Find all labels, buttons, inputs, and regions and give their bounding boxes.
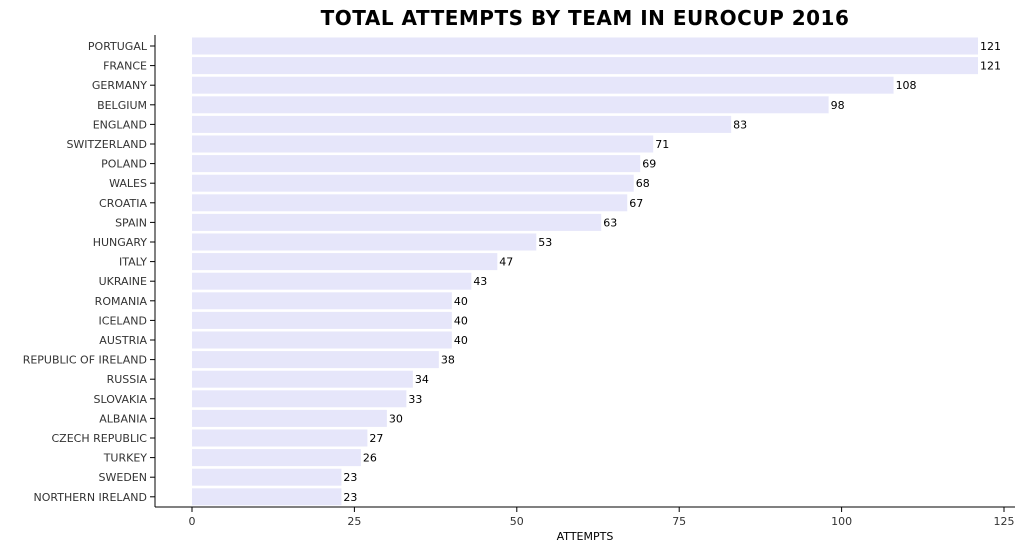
y-tick-label-wales: Wales [109,177,147,190]
bar-croatia [192,194,628,212]
bar-wales [192,174,634,192]
y-tick-label-france: France [103,60,147,73]
value-label-turkey: 26 [363,452,377,465]
y-tick-label-portugal: Portugal [88,40,148,53]
y-tick-label-turkey: Turkey [103,452,148,465]
value-label-poland: 69 [642,158,656,171]
bar-northern-ireland [192,488,342,506]
value-label-slovakia: 33 [408,393,422,406]
bar-hungary [192,233,537,251]
bar-france [192,57,979,75]
y-tick-label-italy: Italy [119,256,147,269]
bar-romania [192,292,452,310]
bar-england [192,115,732,133]
y-tick-label-belgium: Belgium [97,99,147,112]
y-tick-label-republic-of-ireland: Republic of Ireland [23,354,147,367]
y-tick-label-england: England [93,118,147,131]
value-label-sweden: 23 [343,471,357,484]
y-tick-label-northern-ireland: Northern Ireland [34,491,147,504]
value-label-russia: 34 [415,373,429,386]
y-tick-label-spain: Spain [115,216,147,229]
value-label-albania: 30 [389,412,403,425]
value-label-spain: 63 [603,216,617,229]
y-tick-label-iceland: Iceland [99,314,147,327]
y-tick-label-slovakia: Slovakia [93,393,147,406]
value-label-czech-republic: 27 [369,432,383,445]
x-axis: 0 25 50 75 100 125 [155,506,1015,528]
x-tick-label-0: 0 [189,515,196,528]
chart-title: TOTAL ATTEMPTS BY TEAM IN EUROCUP 2016 [321,6,850,30]
value-label-hungary: 53 [538,236,552,249]
y-tick-label-russia: Russia [107,373,148,386]
bar-ukraine [192,272,472,290]
bar-republic-of-ireland [192,351,439,369]
bars-group [192,37,979,506]
bar-czech-republic [192,429,368,447]
value-label-republic-of-ireland: 38 [441,354,455,367]
y-tick-label-czech-republic: Czech Republic [52,432,148,445]
value-label-belgium: 98 [831,99,845,112]
value-label-iceland: 40 [454,314,468,327]
y-axis: Portugal France Germany Belgium England Switz… [23,35,156,507]
y-tick-label-albania: Albania [99,412,147,425]
bar-poland [192,155,641,173]
bar-austria [192,331,452,349]
x-tick-label-125: 125 [994,515,1015,528]
bar-russia [192,370,413,388]
y-tick-label-switzerland: Switzerland [66,138,147,151]
bar-iceland [192,311,452,329]
bar-spain [192,213,602,231]
value-label-switzerland: 71 [655,138,669,151]
bar-italy [192,253,498,271]
value-label-ukraine: 43 [473,275,487,288]
bar-germany [192,76,894,94]
bar-albania [192,409,387,427]
bar-belgium [192,96,829,114]
y-tick-label-poland: Poland [101,158,147,171]
x-tick-label-25: 25 [347,515,361,528]
x-tick-label-50: 50 [510,515,524,528]
x-tick-label-75: 75 [672,515,686,528]
bar-slovakia [192,390,407,408]
value-label-germany: 108 [896,79,917,92]
y-tick-label-sweden: Sweden [99,471,147,484]
value-label-northern-ireland: 23 [343,491,357,504]
y-tick-label-romania: Romania [95,295,148,308]
x-tick-label-100: 100 [831,515,852,528]
value-label-austria: 40 [454,334,468,347]
y-tick-label-ukraine: Ukraine [99,275,147,288]
value-label-croatia: 67 [629,197,643,210]
x-axis-label: ATTEMPTS [557,530,614,543]
value-label-portugal: 121 [980,40,1001,53]
value-labels-group: 121 121 108 98 83 71 69 68 67 63 53 47 43 40 40 40 38 34 3… [343,40,1001,504]
bar-turkey [192,449,361,467]
value-label-england: 83 [733,118,747,131]
y-tick-label-austria: Austria [99,334,147,347]
value-label-wales: 68 [636,177,650,190]
value-label-italy: 47 [499,256,513,269]
bar-switzerland [192,135,654,153]
y-tick-label-hungary: Hungary [93,236,148,249]
value-label-romania: 40 [454,295,468,308]
y-tick-label-croatia: Croatia [99,197,147,210]
bar-sweden [192,468,342,486]
bar-portugal [192,37,979,55]
value-label-france: 121 [980,60,1001,73]
y-tick-label-germany: Germany [92,79,147,92]
